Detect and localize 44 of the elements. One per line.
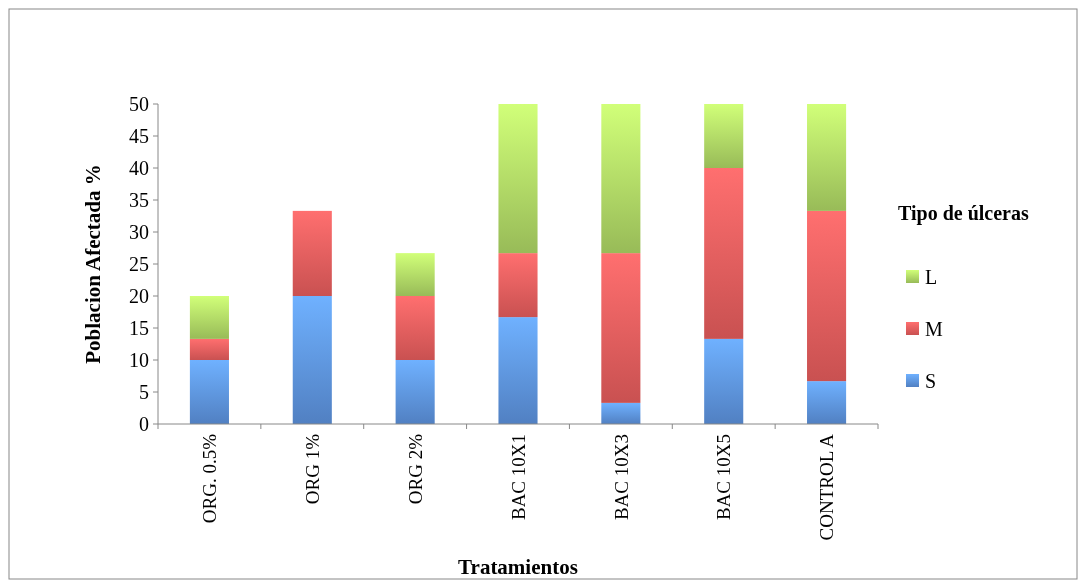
y-tick-label: 10 (129, 349, 149, 371)
bar (807, 104, 847, 211)
x-tick-label: BAC 10X3 (610, 434, 632, 521)
x-tick-label: BAC 10X1 (507, 434, 529, 521)
y-tick-label: 50 (129, 93, 149, 115)
bar (704, 338, 744, 424)
bar (601, 104, 641, 254)
bar (189, 338, 229, 360)
bar (498, 104, 538, 254)
y-tick-label: 0 (139, 413, 149, 435)
bar (601, 253, 641, 403)
bar (292, 210, 332, 296)
bar (498, 253, 538, 318)
y-tick-label: 40 (129, 157, 149, 179)
y-tick-label: 25 (129, 253, 149, 275)
bar (807, 381, 847, 424)
bar (498, 317, 538, 424)
y-tick-label: 15 (129, 317, 149, 339)
bar (601, 402, 641, 424)
bar (704, 168, 744, 339)
y-tick-label: 35 (129, 189, 149, 211)
legend-title: Tipo de úlceras (898, 202, 1029, 225)
x-axis-title: Tratamientos (458, 555, 578, 579)
x-tick-label: ORG 2% (404, 433, 426, 505)
x-tick-label: CONTROL A (816, 433, 838, 541)
bar (807, 210, 847, 382)
legend-label: S (925, 370, 937, 392)
bar (189, 296, 229, 339)
bar (704, 104, 744, 168)
bar (395, 253, 435, 296)
y-tick-label: 45 (129, 125, 149, 147)
bar (395, 296, 435, 360)
y-tick-label: 5 (139, 381, 149, 403)
y-tick-label: 20 (129, 285, 149, 307)
x-tick-label: BAC 10X5 (713, 434, 735, 521)
legend-label: L (925, 266, 938, 288)
y-tick-label: 30 (129, 221, 149, 243)
bar (292, 296, 332, 424)
x-tick-label: ORG. 0.5% (199, 433, 221, 524)
bar (189, 360, 229, 424)
y-axis-title: Poblacion Afectada % (81, 164, 105, 364)
legend-label: M (925, 318, 943, 340)
x-tick-label: ORG 1% (301, 433, 323, 505)
bar (395, 360, 435, 424)
